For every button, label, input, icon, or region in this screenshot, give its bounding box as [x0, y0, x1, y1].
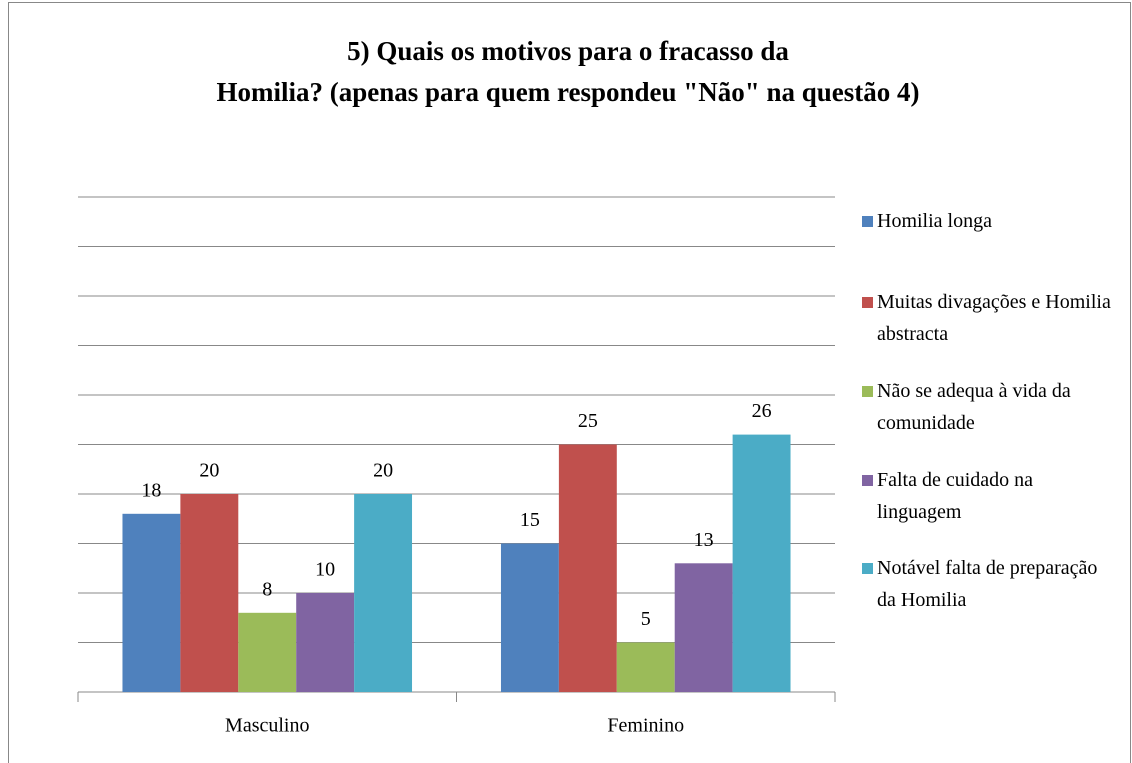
data-label: 20 — [199, 460, 219, 482]
legend-swatch — [862, 297, 873, 308]
bar — [500, 543, 559, 692]
bar — [180, 494, 239, 692]
data-label: 18 — [141, 479, 161, 501]
legend-label: Falta de cuidado na linguagem — [877, 469, 1034, 523]
legend-item: Não se adequa à vida da comunidade — [862, 375, 1117, 439]
legend-label: Não se adequa à vida da comunidade — [877, 380, 1071, 434]
data-label: 13 — [694, 529, 714, 551]
bar — [732, 434, 791, 692]
legend-swatch — [862, 216, 873, 227]
bar — [558, 444, 617, 692]
legend-swatch — [862, 386, 873, 397]
bar — [122, 513, 181, 692]
x-tick-label: Masculino — [225, 715, 309, 737]
bar — [296, 593, 355, 692]
legend-label: Muitas divagações e Homilia abstracta — [877, 291, 1111, 345]
bar — [674, 563, 733, 692]
legend-item: Notável falta de preparação da Homilia — [862, 552, 1117, 616]
legend-item: Homilia longa — [862, 205, 992, 237]
legend-label: Homilia longa — [877, 210, 992, 232]
data-label: 26 — [752, 400, 772, 422]
data-label: 15 — [520, 509, 540, 531]
data-label: 10 — [315, 559, 335, 581]
legend-swatch — [862, 563, 873, 574]
x-tick-label: Feminino — [607, 715, 684, 737]
bar — [238, 612, 297, 692]
legend-label: Notável falta de preparação da Homilia — [877, 557, 1098, 611]
data-label: 20 — [373, 460, 393, 482]
bar — [354, 494, 413, 692]
legend-item: Muitas divagações e Homilia abstracta — [862, 286, 1117, 350]
data-label: 25 — [578, 410, 598, 432]
legend-item: Falta de cuidado na linguagem — [862, 464, 1117, 528]
chart-title: 5) Quais os motivos para o fracasso da Ho… — [216, 36, 919, 107]
bar — [616, 642, 675, 692]
data-label: 5 — [641, 608, 651, 630]
border — [8, 2, 1131, 763]
legend-swatch — [862, 475, 873, 486]
data-label: 8 — [262, 578, 272, 600]
